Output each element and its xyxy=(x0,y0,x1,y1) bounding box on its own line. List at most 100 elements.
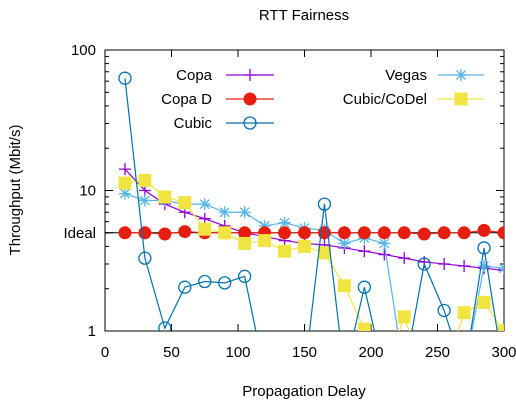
legend-label-copa: Copa xyxy=(176,67,213,84)
data-point-vegas xyxy=(418,381,430,393)
x-axis-label: Propagation Delay xyxy=(242,383,366,400)
data-point-cubic xyxy=(437,303,451,318)
legend-marker-copa-d xyxy=(243,92,257,106)
data-point-vegas xyxy=(438,367,450,379)
data-point-vegas xyxy=(118,187,131,200)
data-point-copa-d xyxy=(278,226,292,240)
data-point-vegas xyxy=(278,216,291,229)
chart-title: RTT Fairness xyxy=(259,7,349,24)
series-cubic-codel xyxy=(118,173,504,379)
data-point-cubic-codel xyxy=(378,367,390,379)
data-point-vegas xyxy=(198,198,211,211)
legend-label-cubic: Cubic xyxy=(174,115,213,132)
data-point-cubic xyxy=(378,367,390,379)
data-point-vegas xyxy=(458,367,470,379)
data-point-cubic-codel xyxy=(118,176,132,190)
legend-label-vegas: Vegas xyxy=(385,67,427,84)
data-point-copa-d xyxy=(397,226,411,240)
data-point-cubic xyxy=(259,367,271,379)
data-point-cubic-codel xyxy=(397,310,411,324)
data-point-copa-d xyxy=(457,226,471,240)
data-point-vegas xyxy=(218,206,231,219)
data-point-cubic-codel xyxy=(178,196,192,210)
data-point-copa-d xyxy=(178,225,192,239)
data-point-copa-d xyxy=(118,226,132,240)
data-point-copa-d xyxy=(158,227,172,241)
y-tick-label: Ideal xyxy=(63,225,96,242)
data-point-copa-d xyxy=(138,226,152,240)
series-cubic xyxy=(118,71,510,379)
data-point-cubic-codel xyxy=(418,367,430,379)
data-point-cubic-codel xyxy=(317,246,331,260)
legend-label-cubic-codel: Cubic/CoDel xyxy=(343,91,427,108)
data-point-cubic-codel xyxy=(337,279,351,293)
data-point-cubic-codel xyxy=(298,239,311,253)
axis-ticks xyxy=(104,49,505,332)
data-point-copa xyxy=(498,264,504,277)
data-point-cubic-codel xyxy=(278,244,292,258)
legend: Copa Copa D Cubic Vegas Cubic/CoDel xyxy=(161,67,484,132)
data-point-vegas xyxy=(338,237,351,250)
x-tick-label: 200 xyxy=(358,344,383,361)
data-point-cubic-codel xyxy=(357,322,371,331)
legend-marker-vegas xyxy=(455,69,467,81)
data-point-copa-d xyxy=(377,226,391,240)
data-point-cubic xyxy=(198,274,212,289)
data-point-cubic xyxy=(477,241,491,255)
x-tick-label: 150 xyxy=(292,344,317,361)
data-point-cubic xyxy=(138,251,152,265)
data-point-copa-d xyxy=(337,226,351,240)
series-copa xyxy=(118,163,504,277)
data-point-copa-d xyxy=(497,226,504,240)
data-point-vegas xyxy=(238,206,251,219)
series-line-copa xyxy=(124,168,504,271)
data-point-copa xyxy=(358,245,371,258)
data-point-cubic xyxy=(118,71,132,85)
data-point-cubic xyxy=(237,269,252,283)
data-point-vegas xyxy=(138,194,151,207)
data-point-cubic xyxy=(178,280,192,294)
data-point-copa xyxy=(118,163,131,176)
data-point-cubic xyxy=(317,197,332,211)
data-point-copa xyxy=(458,260,471,273)
x-tick-label: 300 xyxy=(491,344,516,361)
data-point-vegas xyxy=(498,262,504,275)
data-point-cubic xyxy=(398,367,410,379)
data-point-cubic xyxy=(458,367,470,379)
data-point-cubic-codel xyxy=(138,173,152,187)
data-point-cubic xyxy=(218,276,232,290)
data-point-copa-d xyxy=(477,223,491,237)
y-tick-label: 100 xyxy=(71,42,96,59)
x-tick-label: 100 xyxy=(225,344,250,361)
data-point-copa xyxy=(398,252,411,265)
data-point-cubic xyxy=(158,321,172,331)
data-point-cubic-codel xyxy=(477,295,491,309)
data-point-copa xyxy=(438,257,451,270)
data-point-cubic xyxy=(417,257,431,271)
data-point-cubic xyxy=(279,367,291,379)
series-line-cubic xyxy=(124,78,498,331)
data-point-cubic-codel xyxy=(438,367,450,379)
data-point-cubic-codel xyxy=(218,226,232,240)
data-point-cubic xyxy=(338,367,350,379)
data-point-vegas xyxy=(378,237,391,250)
data-point-vegas xyxy=(398,367,410,379)
legend-marker-copa xyxy=(244,69,256,81)
tick-labels: 0 50 100 150 200 250 300 1 10 100 Ideal xyxy=(63,42,516,361)
data-point-copa xyxy=(378,248,391,261)
data-point-cubic-codel xyxy=(258,234,272,248)
data-point-copa-d xyxy=(357,226,371,240)
x-tick-label: 0 xyxy=(101,344,109,361)
data-point-vegas xyxy=(478,260,491,273)
data-point-cubic-codel xyxy=(457,306,471,320)
data-point-cubic-codel xyxy=(198,222,212,236)
data-point-cubic xyxy=(357,280,372,294)
data-point-copa-d xyxy=(298,226,311,240)
data-point-cubic xyxy=(498,367,510,379)
legend-marker-cubic xyxy=(243,116,257,130)
x-tick-label: 50 xyxy=(163,344,180,361)
series-copa-d xyxy=(118,223,504,241)
y-tick-label: 10 xyxy=(79,183,96,200)
data-point-copa xyxy=(198,212,211,225)
